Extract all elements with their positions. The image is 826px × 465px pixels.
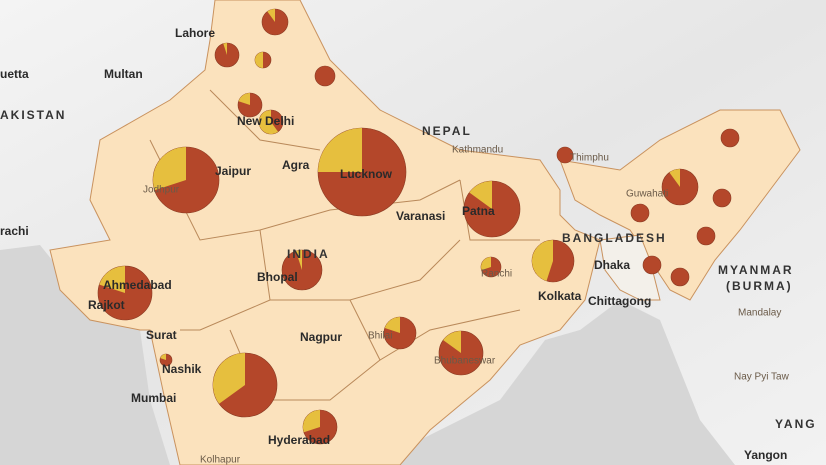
place-label: Nay Pyi Taw (734, 372, 790, 383)
pie (438, 330, 484, 376)
pie (159, 353, 173, 367)
pie-share (531, 240, 553, 281)
pie (214, 42, 240, 68)
place-label: Bhopal (257, 270, 298, 284)
pie (212, 352, 278, 418)
place-label: uetta (0, 67, 29, 81)
pie (556, 146, 574, 164)
country-label: INDIA (287, 247, 330, 261)
pie-share (669, 169, 680, 187)
place-label: Kathmandu (452, 145, 503, 156)
pie (661, 168, 699, 206)
pie (152, 146, 220, 214)
pie-share (295, 250, 302, 270)
country-label: BANGLADESH (562, 231, 667, 245)
place-label: Ahmedabad (103, 278, 172, 292)
pie (97, 265, 153, 321)
sea (0, 245, 170, 465)
place-label: Patna (462, 204, 495, 218)
country-label: AKISTAN (0, 108, 66, 122)
place-label: Bhilai (368, 331, 392, 342)
pie-share (259, 110, 279, 134)
place-label: Ranchi (481, 269, 512, 280)
country-label: YANG (775, 417, 817, 431)
place-label: Thimphu (570, 153, 609, 164)
place-label: Chittagong (588, 294, 651, 308)
pie-share (255, 52, 263, 68)
pie (696, 226, 716, 246)
pie (281, 249, 323, 291)
pie-share (212, 353, 245, 404)
pie-rest (712, 188, 732, 208)
pie (720, 128, 740, 148)
pie-share (443, 331, 461, 353)
place-label: Jodhpur (143, 185, 180, 196)
pie-share (160, 354, 166, 360)
pie (531, 239, 575, 283)
place-label: Mumbai (131, 391, 176, 405)
place-label: New Delhi (237, 114, 294, 128)
place-label: Jaipur (215, 164, 251, 178)
place-label: Yangon (744, 448, 787, 462)
pie-share (303, 410, 320, 433)
place-label: Nashik (162, 362, 202, 376)
place-label: Kolhapur (200, 455, 241, 465)
place-label: Agra (282, 158, 310, 172)
labels: Lahore Multan uetta AKISTAN New Delhi Ja… (0, 26, 817, 465)
place-label: Dhaka (594, 258, 630, 272)
pie-rest (720, 128, 740, 148)
place-label: Guwahati (626, 189, 668, 200)
pie-share (318, 128, 362, 172)
place-label: Multan (104, 67, 143, 81)
pie (261, 8, 289, 36)
place-label: rachi (0, 224, 29, 238)
pie-share (469, 181, 492, 209)
pie (642, 255, 662, 275)
pie-share (267, 9, 275, 22)
pie-rest (670, 267, 690, 287)
country-label: NEPAL (422, 124, 472, 138)
pie-share (99, 266, 125, 293)
pie-rest (314, 65, 336, 87)
pie-share (153, 147, 186, 191)
pie (317, 127, 407, 217)
pie-share (384, 317, 400, 333)
sea (330, 300, 735, 465)
pie (670, 267, 690, 287)
pie (480, 256, 502, 278)
place-label: Rajkot (88, 298, 125, 312)
place-label: Varanasi (396, 209, 445, 223)
pie (712, 188, 732, 208)
place-label: Mandalay (738, 308, 781, 319)
place-label: Nagpur (300, 330, 342, 344)
place-label: Kolkata (538, 289, 582, 303)
country-label: MYANMAR (718, 263, 794, 277)
bangladesh (599, 234, 661, 301)
place-label: Hyderabad (268, 433, 330, 447)
pie-share (238, 93, 250, 105)
pie-share (481, 257, 491, 271)
pie (258, 109, 284, 135)
place-label: Surat (146, 328, 177, 342)
pie (254, 51, 272, 69)
pies (97, 8, 740, 445)
pie-rest (642, 255, 662, 275)
pie (314, 65, 336, 87)
pie-rest (696, 226, 716, 246)
pie-rest (556, 146, 574, 164)
pie (383, 316, 417, 350)
pie (463, 180, 521, 238)
place-label: Bhubaneswar (434, 356, 496, 367)
pie (630, 203, 650, 223)
pie-share (223, 43, 227, 55)
pie (237, 92, 263, 118)
country-label: (BURMA) (726, 279, 793, 293)
pie-rest (630, 203, 650, 223)
place-label: Lahore (175, 26, 215, 40)
pie (302, 409, 338, 445)
place-label: Lucknow (340, 167, 393, 181)
